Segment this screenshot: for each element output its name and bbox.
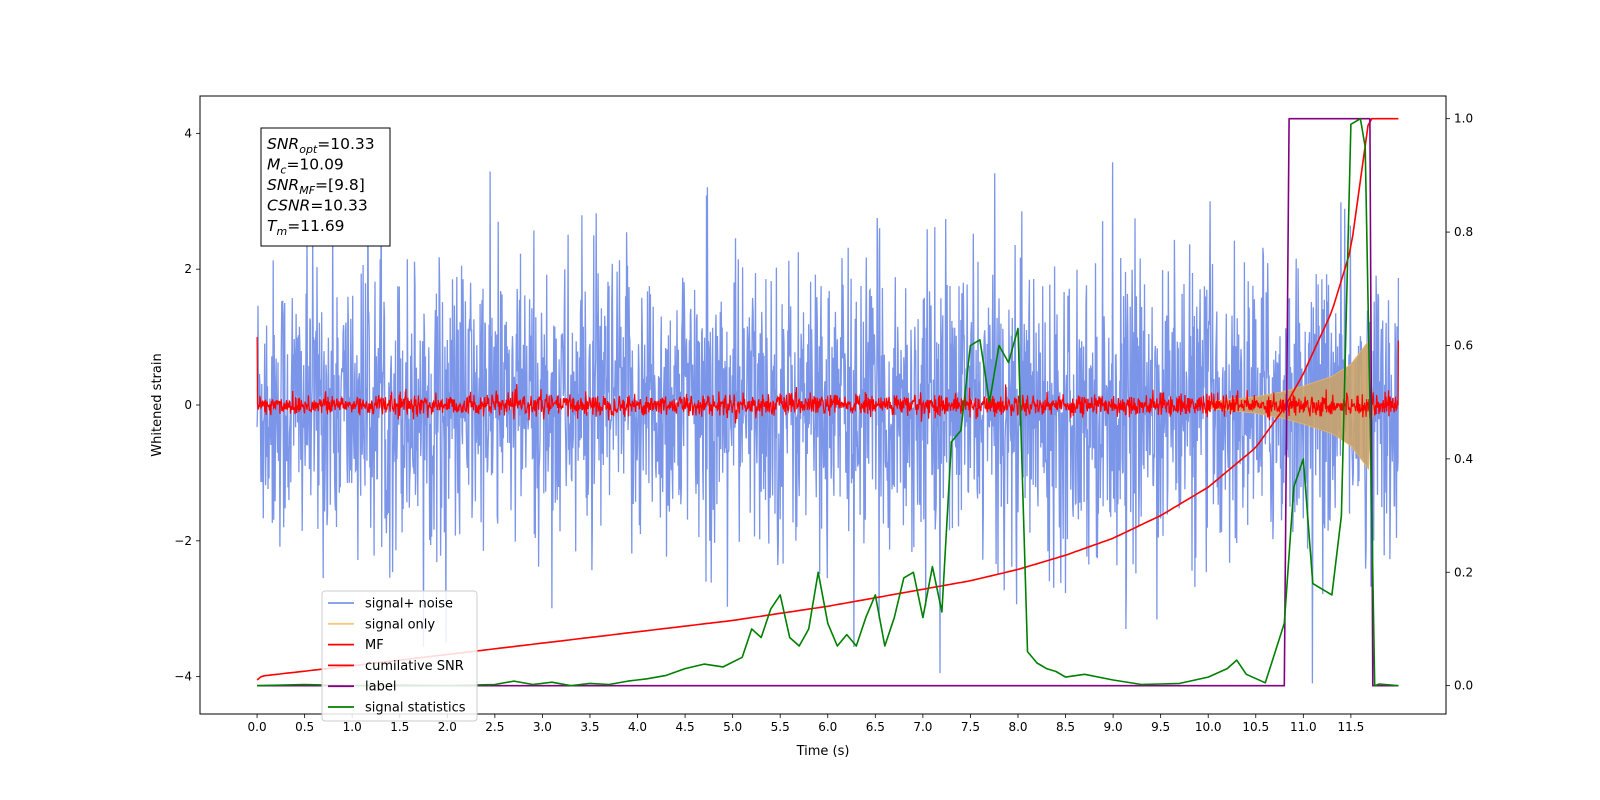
- series-signal-statistics: [257, 117, 1399, 687]
- x-tick-label: 9.0: [1104, 720, 1123, 734]
- x-axis: 0.0 0.5 1.0 1.5 2.0 2.5 3.0 3.5 4.0 4.5 5.0 5.5 6.0 6…: [248, 714, 1365, 734]
- x-tick-label: 8.0: [1008, 720, 1027, 734]
- legend-label-signal-only: signal only: [365, 617, 435, 632]
- x-tick-label: 11.5: [1338, 720, 1365, 734]
- x-tick-label: 9.5: [1151, 720, 1170, 734]
- y-tick-label: −2: [174, 534, 192, 548]
- legend-label-cumilative-snr: cumilative SNR: [365, 659, 464, 674]
- y-axis-right: 1.0 0.8 0.6 0.4 0.2 0.0: [1446, 112, 1473, 693]
- y-right-tick-label: 0.0: [1454, 679, 1473, 693]
- x-tick-label: 7.5: [961, 720, 980, 734]
- legend-frame: [321, 590, 478, 722]
- annotation-line: SNRMF=[9.8]: [267, 176, 365, 197]
- series-signal-noise: [256, 133, 1400, 684]
- x-tick-label: 6.5: [866, 720, 885, 734]
- x-tick-label: 2.0: [438, 720, 457, 734]
- y-tick-label: −4: [174, 670, 192, 684]
- annotation-line: CSNR=10.33: [267, 197, 368, 215]
- annotation-frame: [260, 127, 391, 247]
- legend-label-signal-noise: signal+ noise: [365, 597, 453, 612]
- x-tick-label: 5.0: [723, 720, 742, 734]
- x-tick-label: 3.5: [580, 720, 599, 734]
- annotation-line: Tm=11.69: [267, 217, 345, 238]
- y-right-tick-label: 1.0: [1454, 112, 1473, 126]
- legend: signal+ noise signal only MF cumilative SNR…: [321, 590, 478, 722]
- series-label: [257, 117, 1399, 687]
- y-tick-label: 4: [184, 126, 192, 140]
- x-tick-label: 4.5: [676, 720, 695, 734]
- x-tick-label: 3.0: [533, 720, 552, 734]
- annotation-line: Mc=10.09: [267, 156, 344, 177]
- x-tick-label: 2.5: [485, 720, 504, 734]
- x-tick-label: 8.5: [1056, 720, 1075, 734]
- x-tick-label: 11.0: [1290, 720, 1317, 734]
- x-axis-label: Time (s): [796, 744, 850, 759]
- x-tick-label: 10.0: [1195, 720, 1222, 734]
- series-mf: [256, 337, 1399, 424]
- x-tick-label: 0.0: [248, 720, 267, 734]
- y-tick-label: 2: [184, 262, 192, 276]
- y-right-tick-label: 0.4: [1454, 452, 1473, 466]
- y-right-tick-label: 0.8: [1454, 225, 1473, 239]
- y-right-tick-label: 0.2: [1454, 565, 1473, 579]
- x-tick-label: 4.0: [628, 720, 647, 734]
- legend-label-label: label: [365, 680, 396, 695]
- legend-label-signal-statistics: signal statistics: [365, 701, 466, 716]
- x-tick-label: 6.0: [818, 720, 837, 734]
- x-tick-label: 1.5: [390, 720, 409, 734]
- x-tick-label: 0.5: [295, 720, 314, 734]
- y-axis-left: 4 2 0 −2 −4: [174, 126, 200, 684]
- annotation-line: SNRopt=10.33: [267, 135, 375, 156]
- x-tick-label: 7.0: [913, 720, 932, 734]
- legend-label-mf: MF: [365, 638, 384, 653]
- x-tick-label: 10.5: [1242, 720, 1269, 734]
- x-tick-label: 5.5: [771, 720, 790, 734]
- stats-annotation-box: SNRopt=10.33Mc=10.09SNRMF=[9.8]CSNR=10.3…: [260, 127, 391, 247]
- y-tick-label: 0: [184, 398, 192, 412]
- y-axis-label: Whitened strain: [150, 353, 165, 456]
- y-right-tick-label: 0.6: [1454, 338, 1473, 352]
- x-tick-label: 1.0: [343, 720, 362, 734]
